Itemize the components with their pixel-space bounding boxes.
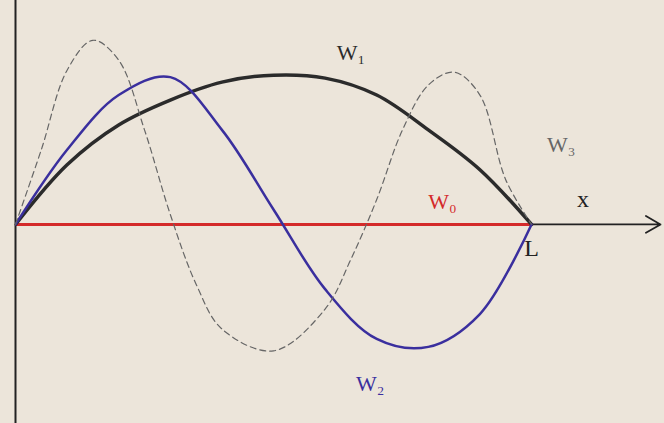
svg-text:W₃: W₃	[547, 132, 575, 157]
svg-text:L: L	[524, 235, 539, 261]
svg-text:x: x	[577, 186, 589, 212]
svg-text:W₀: W₀	[428, 189, 456, 214]
svg-text:W₁: W₁	[337, 40, 365, 65]
svg-text:W₂: W₂	[356, 371, 384, 396]
